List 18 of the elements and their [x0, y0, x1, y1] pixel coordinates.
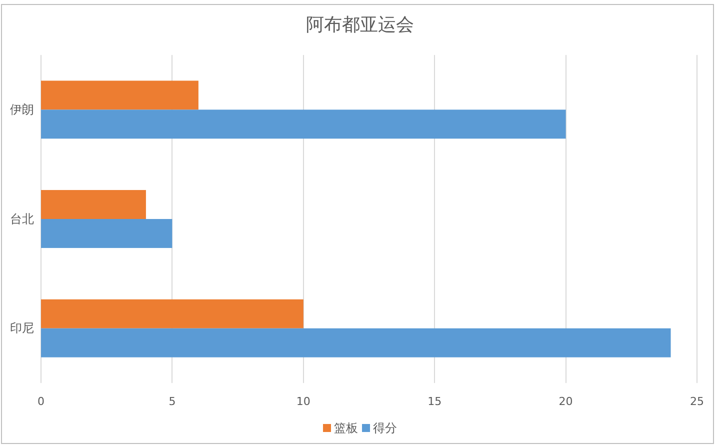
x-tick-label: 20: [558, 394, 573, 408]
bar: [41, 219, 172, 248]
x-tick-label: 0: [38, 394, 44, 408]
y-tick-label: 台北: [10, 212, 34, 226]
bar: [41, 190, 146, 219]
bar: [41, 110, 566, 139]
legend-label: 篮板: [334, 421, 358, 435]
bar: [41, 328, 671, 358]
x-tick-label: 5: [168, 394, 176, 408]
bar: [41, 80, 198, 110]
bar: [41, 299, 304, 328]
y-tick-label: 印尼: [10, 321, 34, 336]
x-tick-label: 15: [428, 394, 442, 408]
y-tick-label: 伊朗: [10, 102, 34, 117]
x-tick-label: 10: [296, 394, 310, 408]
x-tick-label: 25: [690, 394, 704, 408]
chart-title: 阿布都亚运会: [306, 14, 414, 36]
legend-label: 得分: [373, 421, 397, 435]
